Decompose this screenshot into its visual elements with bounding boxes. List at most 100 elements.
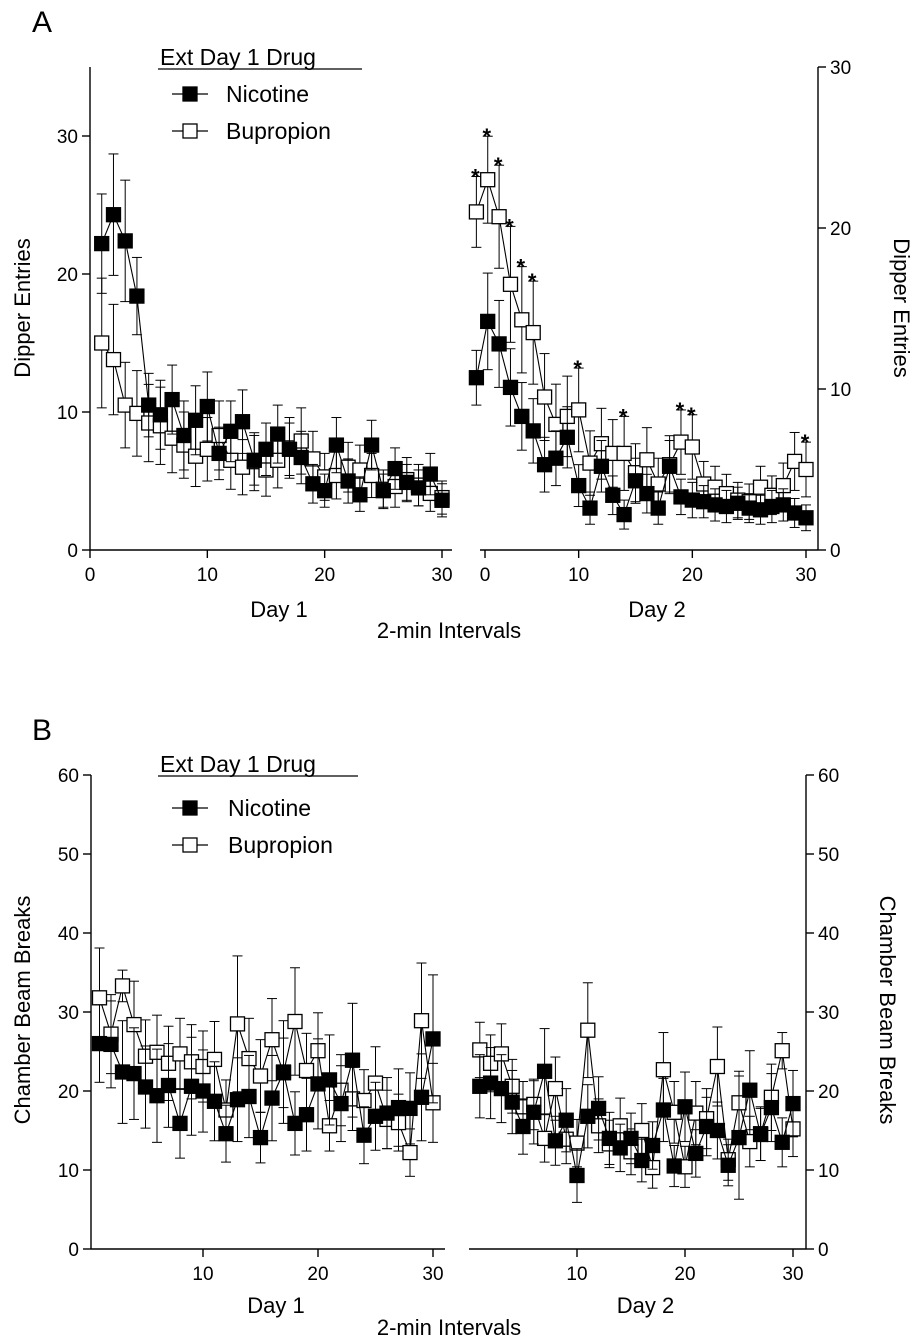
data-point: [547, 1080, 564, 1097]
significance-star: *: [494, 153, 503, 178]
data-point: [514, 408, 530, 425]
data-point: [252, 1129, 269, 1146]
data-point: [480, 172, 496, 188]
day-2-group: 10 20 30 Day 2: [472, 982, 804, 1318]
data-point: [559, 429, 575, 445]
data-point: [129, 288, 145, 304]
series-nicotine: [472, 1028, 801, 1203]
day-label: Day 1: [250, 597, 307, 622]
significance-star: *: [573, 356, 582, 381]
data-point: [211, 445, 227, 462]
data-point: [195, 1083, 211, 1099]
data-point: [264, 1090, 280, 1106]
data-point: [172, 1046, 188, 1062]
data-point: [149, 1088, 165, 1104]
data-point: [593, 458, 610, 474]
data-point: [206, 1093, 223, 1109]
data-point: [434, 492, 450, 508]
x-tick-label: 10: [568, 565, 589, 586]
data-point: [515, 1118, 531, 1135]
data-point: [91, 990, 108, 1006]
data-point: [785, 1095, 801, 1112]
data-point: [298, 1062, 315, 1079]
significance-star: *: [619, 404, 628, 429]
right-y-tick-label: 10: [830, 380, 851, 401]
data-point: [590, 1100, 607, 1117]
data-point: [504, 1094, 520, 1110]
data-point: [387, 460, 403, 477]
data-point: [141, 397, 157, 413]
data-point: [223, 423, 239, 439]
significance-star: *: [517, 255, 526, 280]
right-y-tick-label: 50: [818, 845, 839, 866]
data-point: [627, 473, 644, 489]
data-point: [491, 336, 507, 352]
data-point: [103, 1036, 119, 1053]
right-y-tick-label: 30: [818, 1003, 839, 1024]
legend-marker: [182, 86, 198, 102]
right-y-axis-label: Dipper Entries: [889, 238, 911, 377]
legend-title: Ext Day 1 Drug: [160, 44, 316, 70]
left-y-tick-label: 0: [68, 1240, 79, 1261]
data-point: [731, 1129, 747, 1146]
data-point: [491, 209, 507, 225]
data-point: [137, 1079, 154, 1095]
data-point: [548, 450, 564, 466]
panel-B: B 0 10 20 30 40 50 60 0 10 20 30 40 50 60 Chamber Beam …: [10, 714, 900, 1340]
data-point: [709, 1058, 726, 1075]
data-point: [246, 452, 262, 468]
right-y-axis-label: Chamber Beam Breaks: [875, 896, 900, 1125]
data-point: [356, 1127, 372, 1143]
significance-star: *: [528, 269, 537, 294]
left-y-tick-label: 0: [67, 541, 78, 562]
data-point: [616, 445, 632, 462]
right-y-tick-label: 20: [818, 1082, 839, 1103]
series-nicotine: [94, 153, 450, 518]
data-point: [571, 477, 587, 494]
data-point: [763, 1099, 780, 1116]
data-point: [275, 1064, 292, 1080]
significance-star: *: [505, 214, 514, 239]
data-point: [571, 402, 587, 418]
significance-star: *: [687, 403, 696, 428]
right-y-tick-label: 40: [818, 924, 839, 945]
left-y-tick-label: 50: [58, 845, 79, 866]
left-y-tick-label: 10: [57, 403, 78, 424]
data-point: [709, 1122, 726, 1139]
data-point: [639, 452, 655, 468]
panel-label: A: [32, 6, 52, 39]
legend: Ext Day 1 Drug Nicotine Bupropion: [158, 44, 362, 144]
data-point: [117, 233, 133, 249]
data-point: [344, 1052, 361, 1068]
data-point: [639, 485, 655, 502]
x-tick-label: 30: [431, 565, 452, 586]
data-point: [105, 351, 122, 368]
data-point: [661, 458, 678, 474]
data-point: [774, 1134, 790, 1150]
data-point: [634, 1152, 650, 1169]
right-y-tick-label: 60: [818, 766, 839, 787]
data-point: [264, 1032, 280, 1048]
data-point: [363, 437, 380, 453]
left-y-tick-label: 20: [57, 265, 78, 286]
x-tick-label: 20: [314, 565, 335, 586]
significance-star: *: [801, 430, 810, 455]
data-point: [410, 480, 427, 496]
legend-marker: [182, 837, 198, 853]
data-point: [413, 1089, 430, 1105]
data-point: [402, 1144, 418, 1161]
panel-label: B: [32, 714, 52, 747]
day-1-group: 10 20 30 Day 1: [91, 947, 444, 1318]
data-point: [514, 312, 530, 328]
right-y-tick-label: 10: [818, 1161, 839, 1182]
data-point: [105, 207, 122, 223]
left-y-tick-label: 20: [58, 1082, 79, 1103]
data-point: [468, 370, 485, 386]
right-y-tick-label: 0: [830, 541, 841, 562]
x-tick-label: 20: [682, 565, 703, 586]
day-label: Day 2: [628, 597, 685, 622]
series-nicotine: [468, 272, 814, 532]
x-tick-label: 20: [674, 1264, 695, 1285]
data-point: [126, 1065, 142, 1082]
